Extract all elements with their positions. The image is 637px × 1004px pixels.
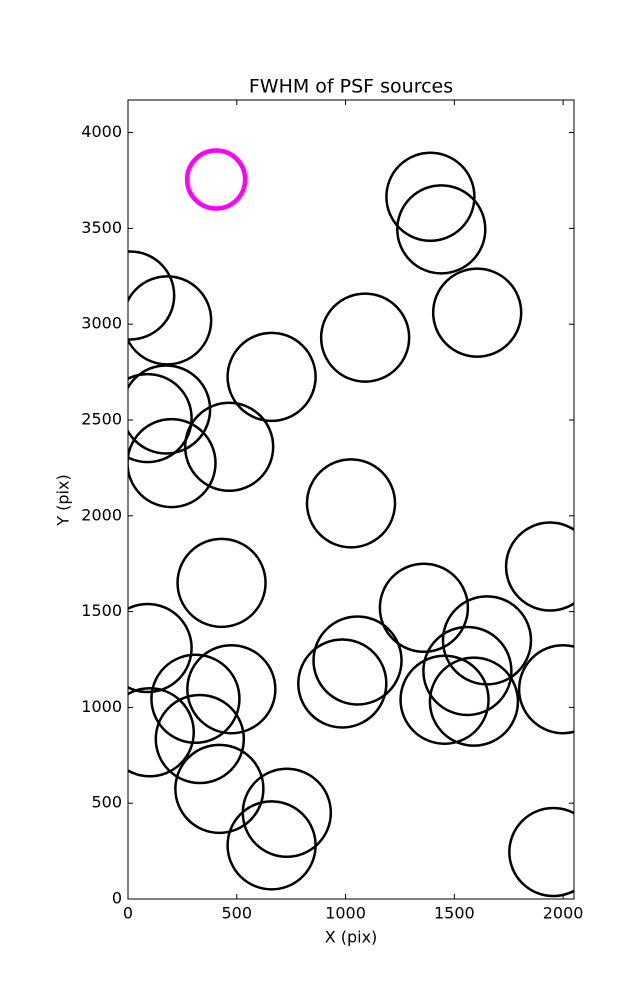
x-tick-label: 0 <box>123 904 133 923</box>
source-circle <box>441 595 533 686</box>
y-tick-label: 500 <box>91 793 122 812</box>
x-tick-label: 500 <box>222 904 253 923</box>
source-circle <box>128 250 176 341</box>
y-tick-label: 3000 <box>81 314 122 333</box>
source-circle <box>128 687 195 778</box>
source-circle <box>385 151 476 243</box>
source-circle <box>226 331 317 423</box>
source-circle <box>319 292 411 383</box>
source-circle <box>517 643 574 735</box>
source-circle <box>226 800 317 891</box>
x-axis-label: X (pix) <box>325 928 378 947</box>
source-circle <box>176 537 267 629</box>
chart-title: FWHM of PSF sources <box>249 76 453 98</box>
source-circle <box>154 693 246 785</box>
source-circle <box>312 615 403 706</box>
x-tick-label: 1000 <box>325 904 366 923</box>
source-circle <box>508 806 574 898</box>
x-tick-label: 1500 <box>434 904 475 923</box>
reference-circle <box>184 148 248 211</box>
y-tick-label: 0 <box>112 889 122 908</box>
source-circle <box>128 602 193 694</box>
y-tick-label: 3500 <box>81 218 122 237</box>
source-circle <box>150 653 241 745</box>
source-circle <box>422 625 513 717</box>
source-circle <box>378 562 470 654</box>
source-circle <box>399 654 490 745</box>
source-circle <box>428 656 520 747</box>
y-tick-label: 4000 <box>81 122 122 141</box>
source-circle <box>183 401 275 493</box>
source-circle <box>396 184 487 275</box>
plot-area <box>128 148 574 898</box>
y-tick-label: 1000 <box>81 697 122 716</box>
source-circle <box>128 372 193 464</box>
source-circle <box>128 417 217 509</box>
source-circle <box>297 638 388 729</box>
source-circle <box>174 743 265 835</box>
x-tick-label: 2000 <box>543 904 584 923</box>
plot-frame <box>127 99 575 900</box>
source-circle <box>305 458 397 549</box>
y-tick-label: 2500 <box>81 409 122 428</box>
y-tick-label: 1500 <box>81 601 122 620</box>
source-circle <box>504 521 574 612</box>
y-tick-label: 2000 <box>81 505 122 524</box>
y-axis-label: Y (pix) <box>54 474 73 526</box>
source-circle <box>431 267 523 358</box>
source-circle <box>186 643 277 735</box>
source-circle <box>128 364 212 455</box>
